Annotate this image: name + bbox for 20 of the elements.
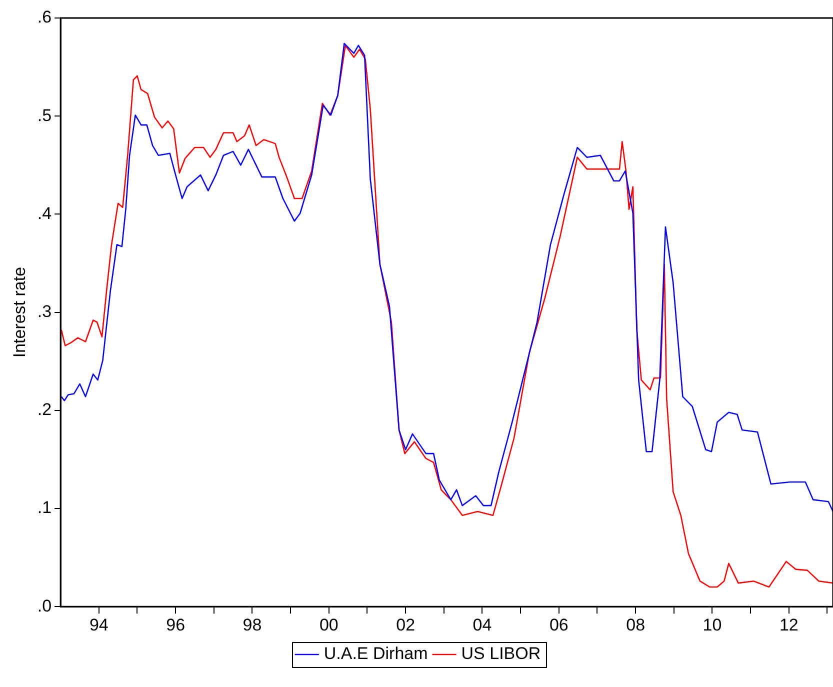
x-tick-label: 94: [89, 615, 108, 634]
y-tick-label: .4: [37, 204, 52, 223]
x-tick-label: 96: [166, 615, 186, 634]
y-tick-label: .0: [37, 596, 52, 616]
x-tick-label: 00: [319, 615, 338, 634]
x-tick-label: 10: [702, 615, 722, 634]
x-tick-label: 04: [472, 615, 492, 634]
y-tick-label: .6: [37, 8, 52, 27]
x-tick-label: 08: [626, 615, 646, 634]
y-tick-label: .1: [37, 498, 52, 518]
x-tick-label: 06: [549, 615, 568, 634]
y-axis-title: Interest rate: [10, 266, 29, 358]
x-tick-label: 02: [396, 615, 416, 634]
legend-label: US LIBOR: [461, 644, 541, 664]
x-tick-label: 12: [779, 615, 798, 634]
y-tick-label: .3: [37, 302, 52, 321]
x-tick-label: 98: [242, 615, 262, 634]
legend-label: U.A.E Dirham: [324, 644, 428, 664]
y-tick-label: .2: [37, 400, 52, 420]
y-tick-label: .5: [37, 106, 52, 125]
